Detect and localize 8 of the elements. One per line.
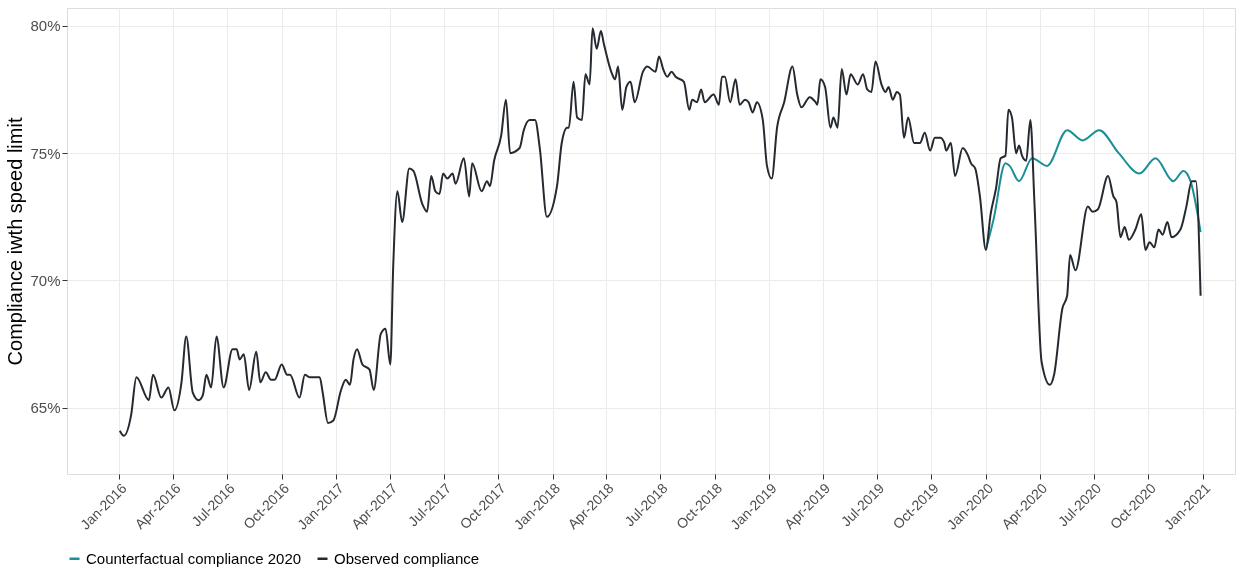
y-tick-label: 80% [30, 17, 61, 35]
y-tick-label: 65% [30, 399, 61, 417]
line-series [118, 27, 1202, 437]
legend-label: Observed compliance [334, 549, 480, 567]
y-tick-label: 75% [30, 144, 61, 162]
y-axis-title: Compliance iwth speed limit [4, 117, 27, 366]
legend-label: Counterfactual compliance 2020 [86, 549, 302, 567]
y-tick-label: 70% [30, 271, 61, 289]
